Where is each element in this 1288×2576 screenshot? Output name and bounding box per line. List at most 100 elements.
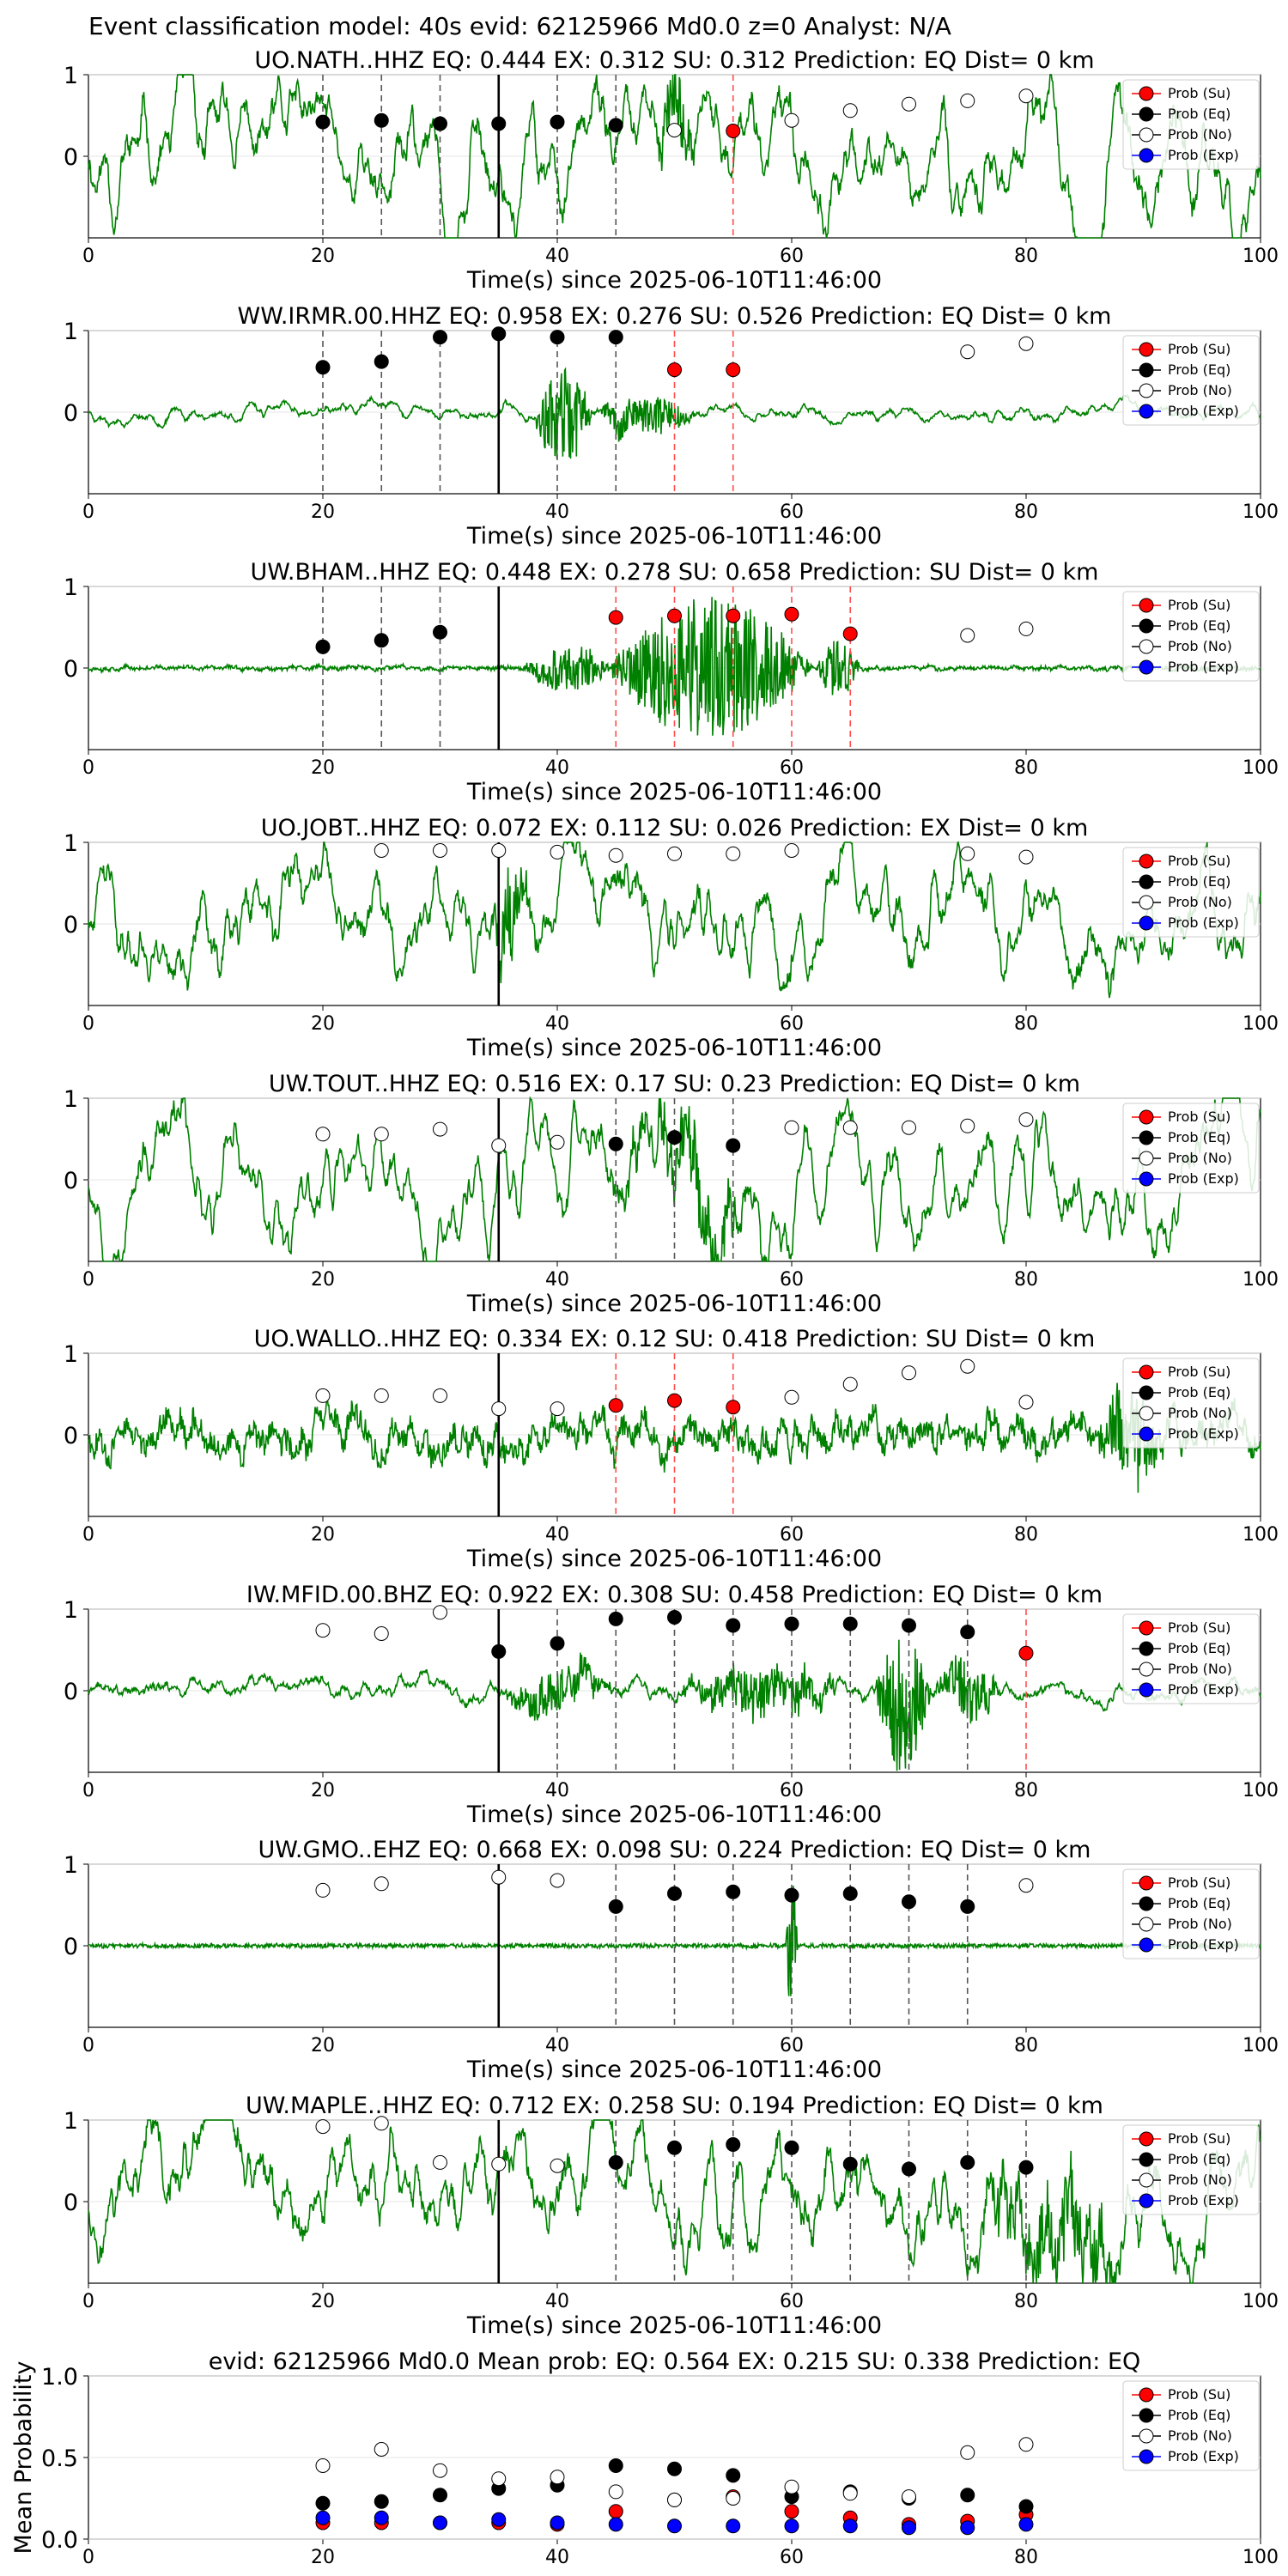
prob-point-eq	[433, 116, 447, 131]
waveform-trace	[88, 1382, 1261, 1493]
legend-label: Prob (Exp)	[1168, 1681, 1239, 1698]
panel-7: UW.GMO..EHZ EQ: 0.668 EX: 0.098 SU: 0.22…	[64, 1837, 1279, 2083]
waveform-trace	[88, 1096, 1261, 1262]
x-tick-label: 0	[82, 1780, 94, 1801]
prob-point-no	[433, 843, 447, 858]
panel-9: evid: 62125966 Md0.0 Mean prob: EQ: 0.56…	[10, 2348, 1279, 2568]
legend-label: Prob (No)	[1168, 1405, 1232, 1421]
legend-marker	[1139, 2193, 1154, 2208]
prob-point-eq	[608, 118, 623, 133]
prob-point-su	[784, 606, 799, 622]
mean-prob-point-eq	[608, 2458, 623, 2473]
legend-label: Prob (No)	[1168, 382, 1232, 398]
y-tick-label: 1	[64, 1341, 78, 1368]
mean-prob-point-exp	[374, 2510, 389, 2525]
y-tick-label: 0	[64, 400, 78, 427]
y-tick-label: 1	[64, 830, 78, 857]
mean-prob-point-su	[784, 2504, 799, 2519]
prob-point-no	[491, 1401, 507, 1417]
prob-point-no	[960, 93, 975, 108]
x-tick-label: 40	[545, 2291, 569, 2312]
x-tick-label: 60	[780, 1269, 804, 1291]
x-tick-label: 60	[780, 2291, 804, 2312]
prob-point-eq	[608, 1899, 623, 1914]
x-tick-label: 100	[1242, 501, 1279, 523]
x-axis-label: Time(s) since 2025-06-10T11:46:00	[466, 1546, 882, 1572]
x-tick-label: 80	[1014, 2035, 1038, 2057]
prob-point-eq	[315, 639, 331, 654]
legend-marker	[1139, 1662, 1154, 1677]
legend-marker	[1139, 1385, 1154, 1400]
legend-marker	[1139, 1620, 1154, 1636]
x-tick-label: 40	[545, 2547, 569, 2568]
x-tick-label: 20	[311, 2291, 335, 2312]
panel-title: UO.WALLO..HHZ EQ: 0.334 EX: 0.12 SU: 0.4…	[254, 1326, 1096, 1352]
x-tick-label: 0	[82, 2291, 94, 2312]
legend-label: Prob (Eq)	[1168, 1640, 1230, 1656]
legend-label: Prob (Exp)	[1168, 1936, 1239, 1953]
legend-label: Prob (Su)	[1168, 85, 1230, 101]
prob-point-no	[902, 1365, 916, 1381]
prob-point-eq	[667, 2140, 682, 2155]
x-tick-label: 60	[780, 757, 804, 779]
legend-label: Prob (No)	[1168, 1916, 1232, 1932]
x-tick-label: 80	[1014, 1013, 1038, 1035]
prob-point-no	[374, 1876, 389, 1892]
figure-suptitle: Event classification model: 40s evid: 62…	[88, 12, 951, 40]
y-tick-label: 1.0	[41, 2364, 78, 2391]
legend-label: Prob (Eq)	[1168, 617, 1230, 634]
prob-point-no	[960, 344, 975, 360]
prob-point-no	[784, 843, 799, 858]
x-tick-label: 60	[780, 501, 804, 523]
legend-marker	[1139, 106, 1154, 122]
prob-point-no	[608, 848, 623, 863]
prob-point-su	[726, 362, 741, 378]
prob-point-eq	[491, 326, 507, 342]
mean-prob-point-no	[433, 2463, 447, 2478]
x-tick-label: 60	[780, 1013, 804, 1035]
panels: UO.NATH..HHZ EQ: 0.444 EX: 0.312 SU: 0.3…	[10, 47, 1279, 2568]
y-tick-label: 1	[64, 2108, 78, 2135]
prob-point-no	[902, 1120, 916, 1135]
y-tick-label: 0	[64, 144, 78, 171]
panel-title: UO.JOBT..HHZ EQ: 0.072 EX: 0.112 SU: 0.0…	[261, 815, 1089, 841]
prob-point-no	[315, 2119, 331, 2135]
prob-point-eq	[784, 1616, 799, 1631]
panel-4: UW.TOUT..HHZ EQ: 0.516 EX: 0.17 SU: 0.23…	[64, 1071, 1279, 1317]
x-tick-label: 20	[311, 1524, 335, 1546]
x-tick-label: 0	[82, 757, 94, 779]
mean-prob-point-exp	[784, 2518, 799, 2534]
prob-point-eq	[667, 1610, 682, 1625]
mean-prob-point-su	[608, 2504, 623, 2519]
x-axis-label: Time(s) since 2025-06-10T11:46:00	[466, 2057, 882, 2083]
prob-point-no	[315, 1623, 331, 1638]
legend-label: Prob (Su)	[1168, 1364, 1230, 1380]
legend-box	[1122, 2380, 1260, 2471]
legend-label: Prob (Su)	[1168, 341, 1230, 357]
mean-prob-point-eq	[433, 2488, 447, 2503]
panel-1: WW.IRMR.00.HHZ EQ: 0.958 EX: 0.276 SU: 0…	[64, 303, 1279, 550]
prob-point-eq	[960, 1625, 975, 1640]
panel-title: IW.MFID.00.BHZ EQ: 0.922 EX: 0.308 SU: 0…	[246, 1582, 1103, 1608]
legend-box	[1122, 79, 1260, 170]
x-axis-label: Time(s) since 2025-06-10T11:46:00	[466, 267, 882, 294]
prob-point-no	[315, 1127, 331, 1142]
prob-point-eq	[608, 1611, 623, 1626]
panel-3: UO.JOBT..HHZ EQ: 0.072 EX: 0.112 SU: 0.0…	[64, 815, 1279, 1061]
mean-prob-point-no	[608, 2484, 623, 2500]
prob-point-no	[374, 1626, 389, 1641]
prob-point-eq	[726, 2137, 741, 2152]
legend-marker	[1139, 1171, 1154, 1187]
x-tick-label: 20	[311, 2547, 335, 2568]
prob-point-eq	[550, 330, 565, 345]
prob-point-no	[726, 846, 741, 861]
mean-prob-point-no	[902, 2489, 916, 2505]
legend-label: Prob (Eq)	[1168, 1129, 1230, 1145]
mean-prob-point-no	[726, 2491, 741, 2506]
mean-prob-point-no	[491, 2471, 507, 2487]
legend-marker	[1139, 1130, 1154, 1145]
prob-point-eq	[608, 1136, 623, 1151]
prob-point-eq	[842, 2156, 858, 2172]
panel-6: IW.MFID.00.BHZ EQ: 0.922 EX: 0.308 SU: 0…	[64, 1582, 1279, 1828]
prob-point-eq	[667, 1130, 682, 1145]
